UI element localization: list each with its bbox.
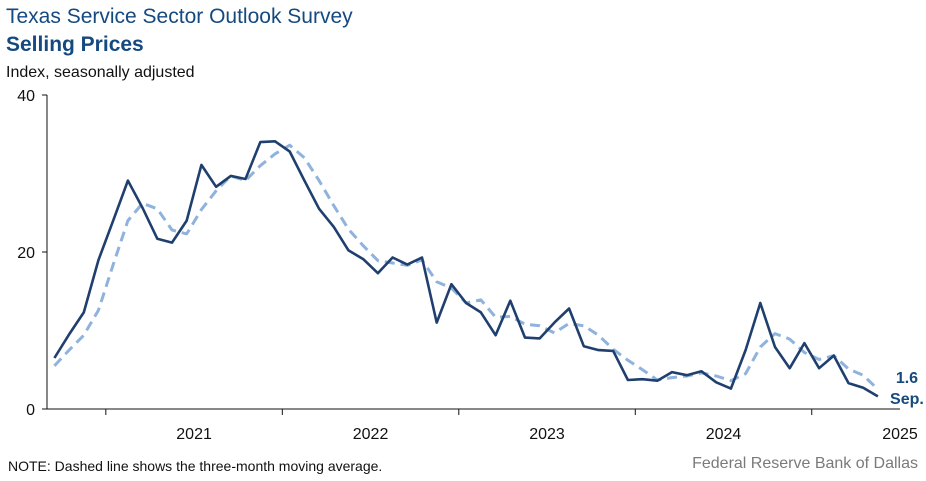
chart-title: Texas Service Sector Outlook Survey — [6, 5, 353, 28]
x-tick-label: 2023 — [529, 426, 565, 443]
x-tick-label: 2021 — [176, 426, 212, 443]
end-date-label: Sep. — [890, 391, 924, 408]
end-value-label: 1.6 — [896, 370, 918, 387]
chart-subtitle: Selling Prices — [6, 33, 144, 56]
unit-label: Index, seasonally adjusted — [6, 64, 195, 81]
chart-labels: 1.6 Sep. — [890, 370, 924, 408]
chart-note: NOTE: Dashed line shows the three-month … — [8, 458, 383, 474]
y-tick-label: 20 — [17, 245, 35, 262]
x-tick-label: 2025 — [882, 426, 918, 443]
source-label: Federal Reserve Bank of Dallas — [692, 455, 918, 472]
line-chart: 0 20 40 2021 2022 2023 2024 2025 1.6 Sep. — [17, 88, 924, 443]
y-tick-label: 40 — [17, 88, 35, 105]
selling-prices-line — [53, 140, 879, 398]
chart-axes: 0 20 40 2021 2022 2023 2024 2025 — [17, 88, 918, 443]
x-tick-label: 2024 — [706, 426, 742, 443]
chart-lines — [53, 140, 879, 398]
y-tick-label: 0 — [26, 402, 35, 419]
x-tick-label: 2022 — [353, 426, 389, 443]
moving-average-line — [53, 143, 879, 391]
